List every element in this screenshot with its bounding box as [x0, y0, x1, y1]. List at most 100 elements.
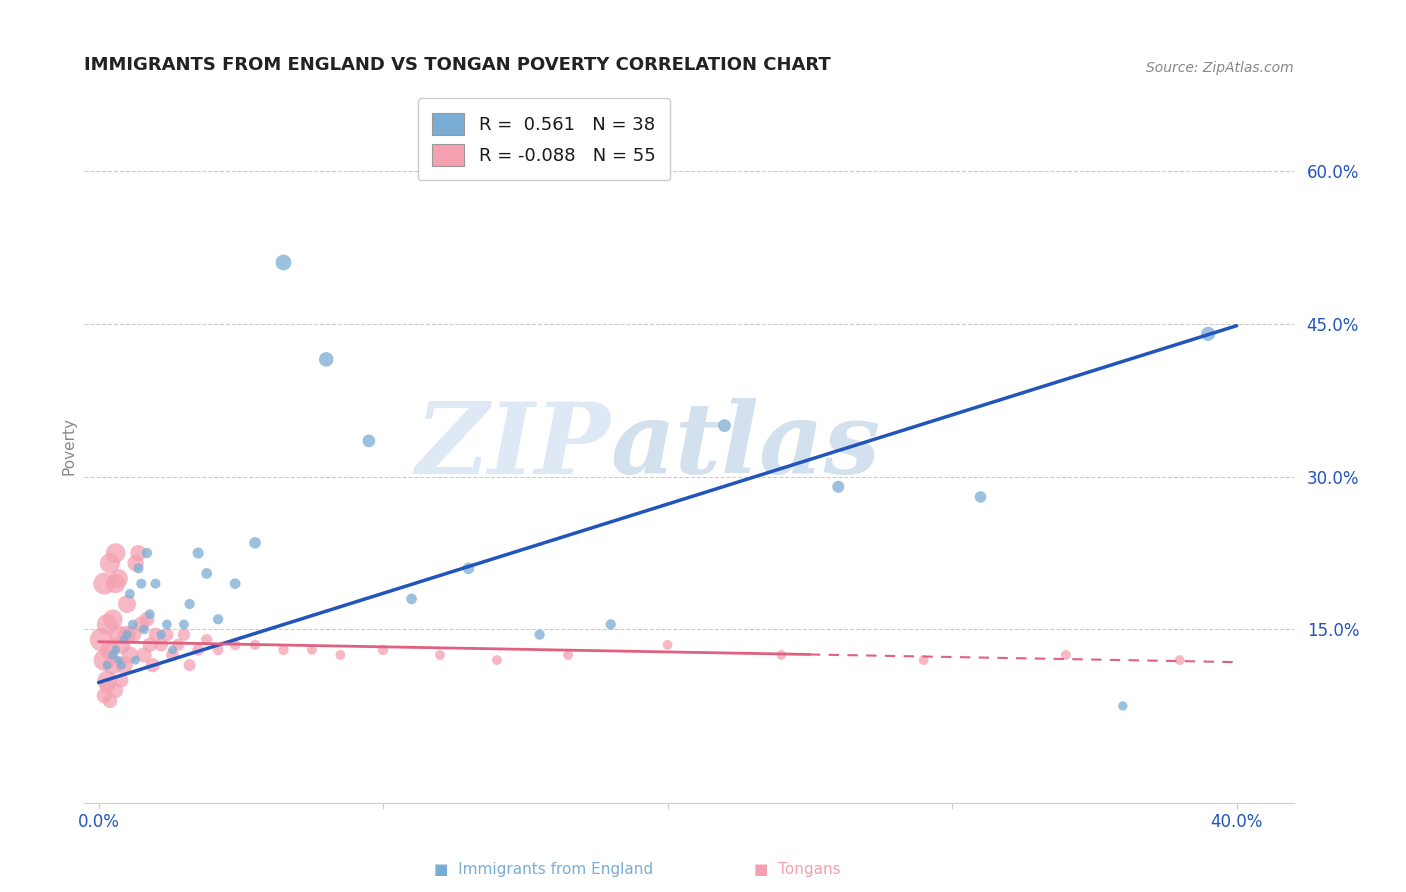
Point — [107, 572, 129, 586]
Point — [145, 576, 167, 591]
Point — [142, 658, 165, 673]
Point — [156, 617, 179, 632]
Point — [770, 648, 793, 662]
Point — [301, 643, 323, 657]
Point — [127, 561, 149, 575]
Point — [139, 638, 162, 652]
Point — [150, 627, 173, 641]
Legend: R =  0.561   N = 38, R = -0.088   N = 55: R = 0.561 N = 38, R = -0.088 N = 55 — [418, 98, 671, 180]
Point — [104, 546, 127, 560]
Point — [150, 638, 173, 652]
Point — [124, 556, 146, 570]
Point — [107, 627, 129, 641]
Point — [179, 597, 201, 611]
Point — [96, 617, 118, 632]
Point — [118, 648, 141, 662]
Text: ZIP: ZIP — [415, 398, 610, 494]
Point — [912, 653, 935, 667]
Text: ■  Immigrants from England: ■ Immigrants from England — [434, 863, 654, 877]
Point — [713, 418, 735, 433]
Point — [243, 536, 266, 550]
Point — [273, 643, 295, 657]
Point — [529, 627, 551, 641]
Point — [207, 612, 229, 626]
Point — [98, 694, 121, 708]
Point — [112, 658, 135, 673]
Point — [162, 643, 184, 657]
Point — [557, 648, 579, 662]
Point — [195, 566, 218, 581]
Point — [657, 638, 679, 652]
Point — [357, 434, 380, 448]
Point — [124, 653, 146, 667]
Point — [329, 648, 352, 662]
Point — [132, 648, 155, 662]
Point — [1197, 326, 1219, 341]
Point — [93, 576, 115, 591]
Point — [156, 627, 179, 641]
Point — [599, 617, 621, 632]
Point — [139, 607, 162, 622]
Point — [273, 255, 295, 269]
Point — [110, 658, 132, 673]
Point — [173, 627, 195, 641]
Point — [129, 576, 152, 591]
Point — [104, 643, 127, 657]
Point — [132, 623, 155, 637]
Point — [127, 546, 149, 560]
Point — [121, 627, 143, 641]
Point — [96, 658, 118, 673]
Point — [115, 597, 138, 611]
Point — [224, 576, 246, 591]
Point — [224, 638, 246, 652]
Point — [110, 638, 132, 652]
Point — [179, 658, 201, 673]
Point — [167, 638, 190, 652]
Text: Source: ZipAtlas.com: Source: ZipAtlas.com — [1146, 61, 1294, 75]
Point — [96, 673, 118, 688]
Point — [110, 673, 132, 688]
Point — [118, 587, 141, 601]
Point — [104, 576, 127, 591]
Point — [101, 658, 124, 673]
Text: ■  Tongans: ■ Tongans — [754, 863, 841, 877]
Point — [401, 591, 423, 606]
Point — [136, 546, 159, 560]
Point — [162, 648, 184, 662]
Point — [195, 632, 218, 647]
Point — [98, 556, 121, 570]
Point — [969, 490, 991, 504]
Point — [827, 480, 849, 494]
Point — [101, 648, 124, 662]
Point — [98, 643, 121, 657]
Point — [121, 617, 143, 632]
Point — [371, 643, 394, 657]
Point — [93, 653, 115, 667]
Point — [187, 546, 209, 560]
Point — [1054, 648, 1077, 662]
Point — [101, 612, 124, 626]
Point — [1112, 698, 1135, 713]
Text: IMMIGRANTS FROM ENGLAND VS TONGAN POVERTY CORRELATION CHART: IMMIGRANTS FROM ENGLAND VS TONGAN POVERT… — [84, 56, 831, 74]
Point — [145, 627, 167, 641]
Point — [243, 638, 266, 652]
Point — [315, 352, 337, 367]
Point — [429, 648, 451, 662]
Point — [93, 689, 115, 703]
Point — [129, 617, 152, 632]
Text: atlas: atlas — [610, 398, 880, 494]
Point — [96, 679, 118, 693]
Point — [107, 653, 129, 667]
Point — [187, 643, 209, 657]
Point — [90, 632, 112, 647]
Point — [1168, 653, 1191, 667]
Point — [457, 561, 479, 575]
Point — [485, 653, 508, 667]
Point — [136, 612, 159, 626]
Point — [112, 632, 135, 647]
Point — [207, 643, 229, 657]
Point — [104, 683, 127, 698]
Point — [115, 627, 138, 641]
Y-axis label: Poverty: Poverty — [60, 417, 76, 475]
Point — [173, 617, 195, 632]
